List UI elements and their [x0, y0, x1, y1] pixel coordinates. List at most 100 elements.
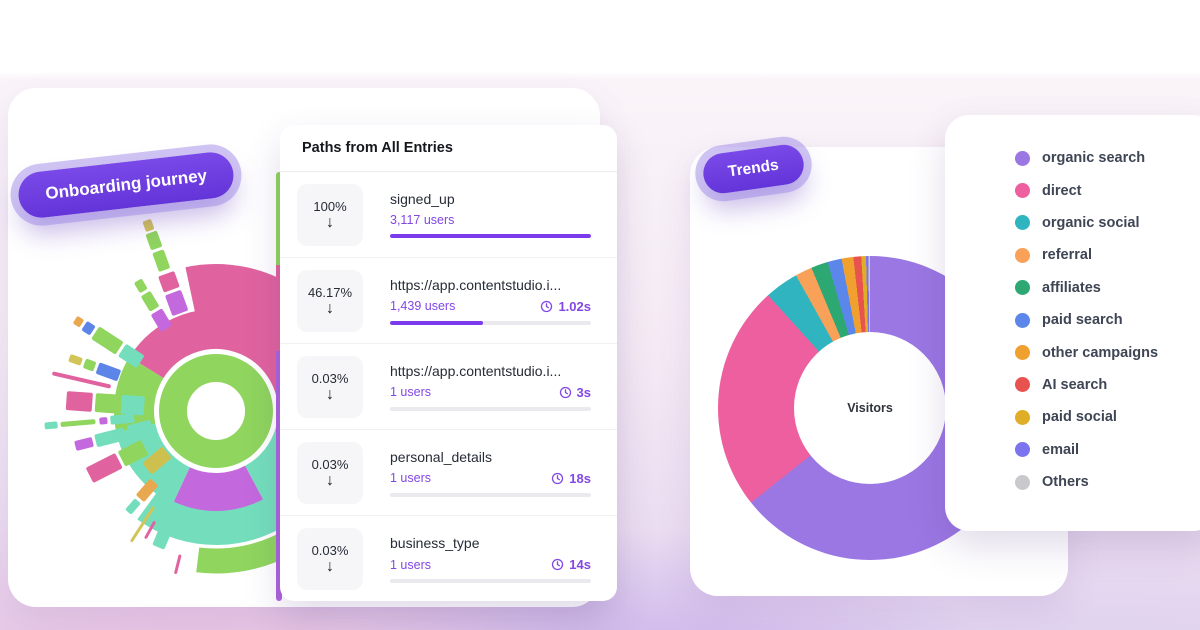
path-details: https://app.contentstudio.i... 1 users 3s — [390, 363, 591, 411]
legend-label: affiliates — [1042, 279, 1101, 296]
down-arrow-icon: ↓ — [326, 299, 334, 317]
path-percent: 0.03% — [311, 370, 349, 386]
clock-icon — [541, 300, 553, 312]
legend-item[interactable]: email — [1015, 434, 1200, 466]
paths-row-list: 100% ↓ signed_up 3,117 users 46.17% ↓ https://… — [280, 172, 617, 601]
path-percent-box: 100% ↓ — [297, 183, 363, 246]
path-step-title: https://app.contentstudio.i... — [390, 276, 562, 293]
path-percent-box: 0.03% ↓ — [297, 355, 363, 418]
path-avg-time: 1.02s — [540, 299, 591, 314]
path-percent-box: 0.03% ↓ — [297, 528, 363, 590]
legend-color-dot — [1015, 150, 1030, 166]
sunburst-ray-segment — [134, 279, 148, 293]
legend-label: direct — [1042, 182, 1082, 199]
path-percent-box: 46.17% ↓ — [297, 269, 363, 332]
path-details: personal_details 1 users 18s — [390, 449, 591, 497]
legend-color-dot — [1015, 280, 1030, 296]
legend-color-dot — [1015, 312, 1030, 328]
legend-color-dot — [1015, 183, 1030, 199]
path-percent: 46.17% — [307, 284, 353, 300]
path-row[interactable]: 0.03% ↓ personal_details 1 users 18s — [280, 430, 617, 516]
paths-card-title: Paths from All Entries — [280, 125, 617, 172]
legend-color-dot — [1015, 247, 1030, 263]
clock-icon — [552, 558, 564, 571]
path-step-title: business_type — [390, 535, 480, 551]
clock-icon — [559, 386, 571, 398]
path-row[interactable]: 100% ↓ signed_up 3,117 users — [280, 172, 617, 258]
donut-center-label: Visitors — [847, 401, 893, 415]
path-users-count[interactable]: 1 users — [390, 385, 431, 399]
path-details: https://app.contentstudio.i... 1,439 user… — [390, 277, 591, 325]
clock-icon — [552, 472, 564, 484]
sunburst-ray-segment — [145, 230, 162, 250]
sunburst-ray-segment — [60, 419, 96, 427]
sunburst-ray-segment — [125, 499, 141, 514]
legend-label: paid search — [1042, 312, 1123, 329]
path-details: signed_up 3,117 users — [390, 191, 591, 238]
path-row[interactable]: 0.03% ↓ https://app.contentstudio.i... 1 us… — [280, 344, 617, 430]
legend-label: Others — [1042, 474, 1089, 491]
path-details: business_type 1 users 14s — [390, 535, 591, 583]
path-percent: 0.03% — [311, 543, 349, 558]
legend-label: AI search — [1042, 376, 1108, 393]
legend-label: paid social — [1042, 409, 1117, 426]
legend-color-dot — [1015, 377, 1030, 393]
path-progress-bar — [390, 406, 591, 411]
path-avg-time: 18s — [551, 471, 591, 486]
path-progress-bar — [390, 579, 591, 583]
sunburst-ray-segment — [158, 271, 180, 293]
legend-label: organic social — [1042, 214, 1140, 231]
legend-item[interactable]: organic social — [1015, 207, 1200, 239]
path-progress-bar — [390, 320, 591, 325]
legend-item[interactable]: other campaigns — [1015, 336, 1200, 368]
down-arrow-icon: ↓ — [326, 213, 334, 231]
sunburst-arc — [159, 354, 273, 468]
sunburst-ray-segment — [65, 391, 93, 412]
traffic-sources-legend-card: organic search direct organic social referr… — [945, 115, 1200, 531]
path-row[interactable]: 46.17% ↓ https://app.contentstudio.i... 1,4… — [280, 258, 617, 344]
down-arrow-icon: ↓ — [326, 558, 334, 575]
sunburst-ray-segment — [174, 554, 182, 575]
sunburst-ray-segment — [96, 362, 121, 381]
paths-card: Paths from All Entries 100% ↓ signed_up 3,1… — [280, 125, 617, 601]
path-percent: 100% — [313, 198, 347, 214]
sunburst-chart[interactable] — [0, 215, 300, 600]
legend-item[interactable]: paid social — [1015, 401, 1200, 433]
path-progress-bar — [390, 492, 591, 497]
down-arrow-icon: ↓ — [326, 385, 334, 403]
path-step-title: https://app.contentstudio.i... — [390, 362, 562, 379]
path-users-count[interactable]: 1,439 users — [390, 299, 456, 313]
path-avg-time: 3s — [559, 385, 591, 400]
legend-item[interactable]: affiliates — [1015, 272, 1200, 304]
sunburst-ray-segment — [86, 453, 123, 483]
sunburst-ray-segment — [91, 327, 123, 354]
sunburst-ray-segment — [141, 291, 159, 312]
path-percent-box: 0.03% ↓ — [297, 441, 363, 504]
path-users-count[interactable]: 1 users — [390, 557, 431, 572]
path-step-title: signed_up — [390, 191, 455, 207]
legend-color-dot — [1015, 409, 1030, 425]
legend-label: other campaigns — [1042, 344, 1159, 361]
legend-item[interactable]: Others — [1015, 466, 1200, 498]
sunburst-ray-segment — [73, 316, 84, 327]
legend-item[interactable]: referral — [1015, 239, 1200, 271]
sunburst-ray-segment — [142, 219, 154, 232]
legend-item[interactable]: direct — [1015, 174, 1200, 206]
path-users-count[interactable]: 3,117 users — [390, 213, 455, 227]
path-row[interactable]: 0.03% ↓ business_type 1 users 14s — [280, 516, 617, 601]
legend-label: email — [1042, 441, 1080, 458]
sunburst-ray-segment — [94, 393, 119, 414]
legend-color-dot — [1015, 442, 1030, 458]
legend-label: organic search — [1042, 150, 1146, 167]
path-progress-bar — [390, 234, 591, 238]
legend-color-dot — [1015, 215, 1030, 231]
legend-item[interactable]: paid search — [1015, 304, 1200, 336]
legend-label: referral — [1042, 247, 1092, 264]
sunburst-ray-segment — [120, 395, 145, 416]
path-avg-time: 14s — [551, 557, 591, 572]
legend-item[interactable]: organic search — [1015, 142, 1200, 174]
path-users-count[interactable]: 1 users — [390, 471, 431, 485]
legend-item[interactable]: AI search — [1015, 369, 1200, 401]
sunburst-ray-segment — [74, 437, 94, 451]
legend-color-dot — [1015, 345, 1030, 361]
